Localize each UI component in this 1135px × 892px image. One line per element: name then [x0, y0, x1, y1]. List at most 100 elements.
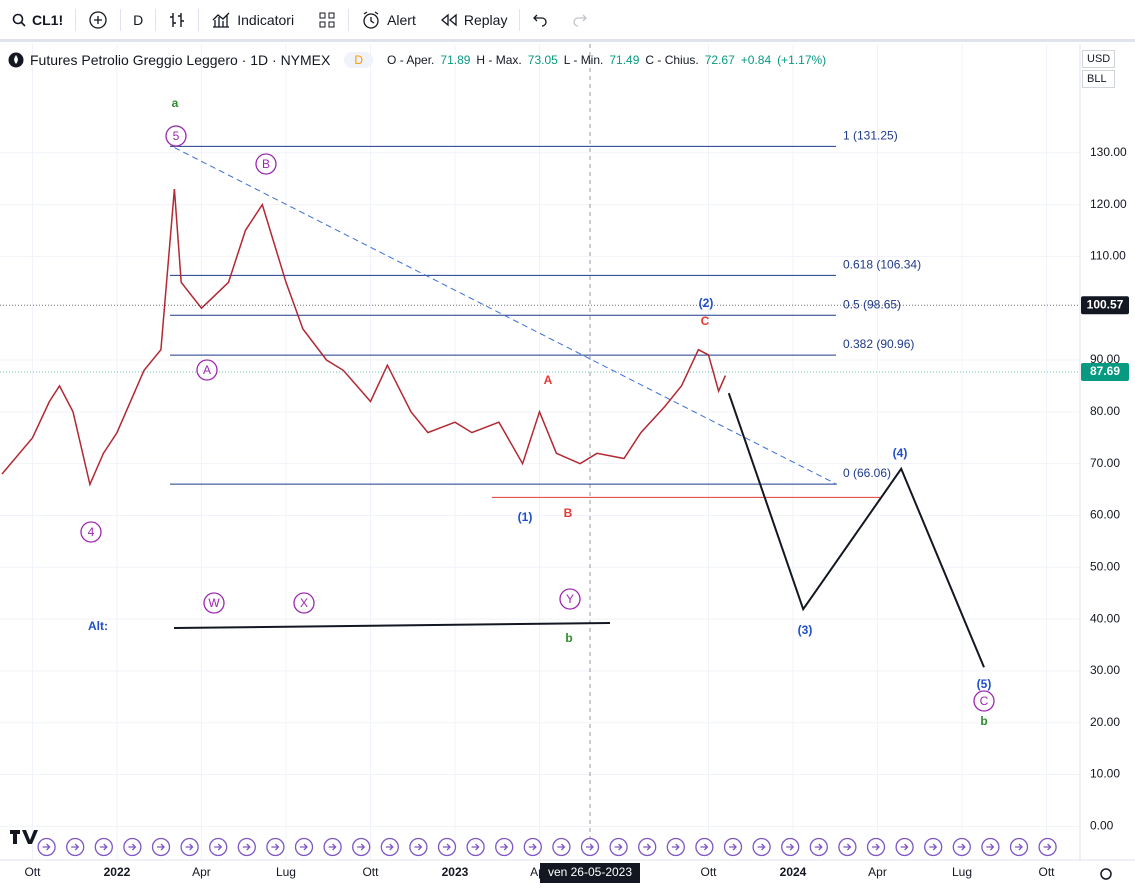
legend-title: Futures Petrolio Greggio Leggero · 1D · …	[30, 52, 331, 68]
event-icon-arrow	[614, 843, 623, 851]
wave-label: X	[300, 596, 308, 610]
event-icon-arrow	[671, 843, 680, 851]
y-tick-label: 20.00	[1090, 715, 1120, 729]
grid-icon	[319, 12, 335, 27]
x-tick-label: Ott	[362, 865, 379, 879]
y-tick-label: 60.00	[1090, 508, 1120, 522]
event-icon-arrow	[700, 843, 709, 851]
y-tick-label: 80.00	[1090, 404, 1120, 418]
redo-icon	[573, 14, 588, 27]
event-icon-arrow	[185, 843, 194, 851]
event-icon-arrow	[443, 843, 451, 851]
wave-circle	[165, 125, 187, 147]
x-tick-label: Ott	[1039, 865, 1056, 879]
fib-label: 0.618 (106.34)	[843, 258, 921, 272]
wave-circle	[196, 359, 218, 381]
low-label: L - Min.	[563, 53, 604, 67]
wave-label: C	[701, 314, 710, 328]
alert-label: Alert	[387, 11, 416, 28]
indicators[interactable]: Indicatori	[199, 0, 306, 39]
event-icon-arrow	[385, 843, 394, 851]
price-tag	[1081, 363, 1129, 382]
wave-label: (3)	[798, 623, 813, 637]
event-icon-arrow	[757, 843, 766, 851]
wave-label: B	[564, 506, 573, 520]
crosshair-date: ven 26-05-2023	[548, 865, 632, 879]
fib-label: 1 (131.25)	[843, 128, 898, 142]
plus-icon	[89, 10, 107, 29]
undo-icon	[533, 14, 548, 27]
replay-label: Replay	[463, 11, 508, 28]
event-icon-arrow	[71, 843, 80, 851]
replay-icon	[440, 13, 457, 26]
chart-type[interactable]	[156, 0, 198, 39]
event-icon-arrow	[1043, 843, 1052, 851]
replay[interactable]: Replay	[428, 0, 520, 39]
wave-label: W	[208, 596, 220, 610]
projection-line	[727, 392, 985, 668]
redo[interactable]	[560, 0, 600, 39]
layouts[interactable]	[306, 0, 348, 39]
x-tick-label: Lug	[952, 865, 972, 879]
event-icon-arrow	[729, 843, 737, 851]
event-icon-arrow	[357, 843, 366, 851]
y-tick-label: 70.00	[1090, 456, 1120, 470]
event-icon-arrow	[99, 843, 108, 851]
high-value: 73.05	[527, 53, 558, 67]
crosshair-date-box	[540, 863, 640, 883]
x-tick-label: Ott	[700, 865, 717, 879]
fib-label: 0.382 (90.96)	[843, 337, 914, 351]
symbol-search[interactable]: CL1!	[0, 0, 75, 39]
wave-circle	[559, 588, 581, 610]
price-tag-label: 100.57	[1087, 297, 1124, 311]
wave-label: Y	[566, 592, 574, 606]
toolbar: CL1! D Indicatori Alert Replay	[0, 0, 1135, 42]
interval[interactable]: D	[121, 0, 155, 39]
event-icon-arrow	[872, 843, 880, 851]
event-icon-arrow	[42, 843, 51, 851]
symbol: CL1!	[32, 11, 64, 28]
y-tick-label: 130.00	[1090, 145, 1127, 159]
y-tick-label: 110.00	[1090, 249, 1126, 263]
price-scale-settings: USD BLL	[1082, 50, 1116, 90]
x-tick-label: Apr	[868, 865, 887, 879]
x-tick-label: Lug	[276, 865, 296, 879]
y-tick-label: 10.00	[1090, 767, 1120, 781]
indicators-icon	[212, 12, 230, 28]
change-value: +0.84	[740, 53, 772, 67]
unit[interactable]: BLL	[1082, 70, 1116, 88]
x-tick-label: Apr	[192, 865, 211, 879]
event-icon-arrow	[929, 843, 938, 851]
legend: Futures Petrolio Greggio Leggero · 1D · …	[8, 52, 826, 68]
trendline	[174, 147, 838, 485]
wave-label: b	[565, 631, 572, 645]
event-icon-arrow	[128, 843, 137, 851]
wave-label: b	[980, 714, 987, 728]
y-tick-label: 120.00	[1090, 197, 1127, 211]
wave-circle	[80, 521, 102, 543]
wave-label: C	[980, 694, 989, 708]
low-value: 71.49	[609, 53, 640, 67]
open-label: O - Aper.	[387, 53, 435, 67]
wave-label: A	[544, 373, 553, 387]
x-tick-label: 2023	[442, 865, 469, 879]
wave-circle	[255, 153, 277, 175]
alert[interactable]: Alert	[349, 0, 428, 39]
compare[interactable]	[76, 0, 120, 39]
fib-label: 0.5 (98.65)	[843, 297, 901, 311]
price-line	[1, 189, 727, 487]
bars-icon	[170, 12, 185, 27]
event-icon-arrow	[242, 843, 251, 851]
wave-label: 4	[88, 525, 95, 539]
wave-circle	[203, 592, 225, 614]
wave-label: (2)	[699, 296, 714, 310]
currency[interactable]: USD	[1082, 50, 1116, 68]
undo[interactable]	[520, 0, 560, 39]
wave-label: (5)	[977, 677, 992, 691]
wave-label: B	[262, 157, 270, 171]
high-label: H - Max.	[476, 53, 522, 67]
event-icon-arrow	[586, 843, 594, 851]
interval-label: D	[133, 11, 144, 28]
